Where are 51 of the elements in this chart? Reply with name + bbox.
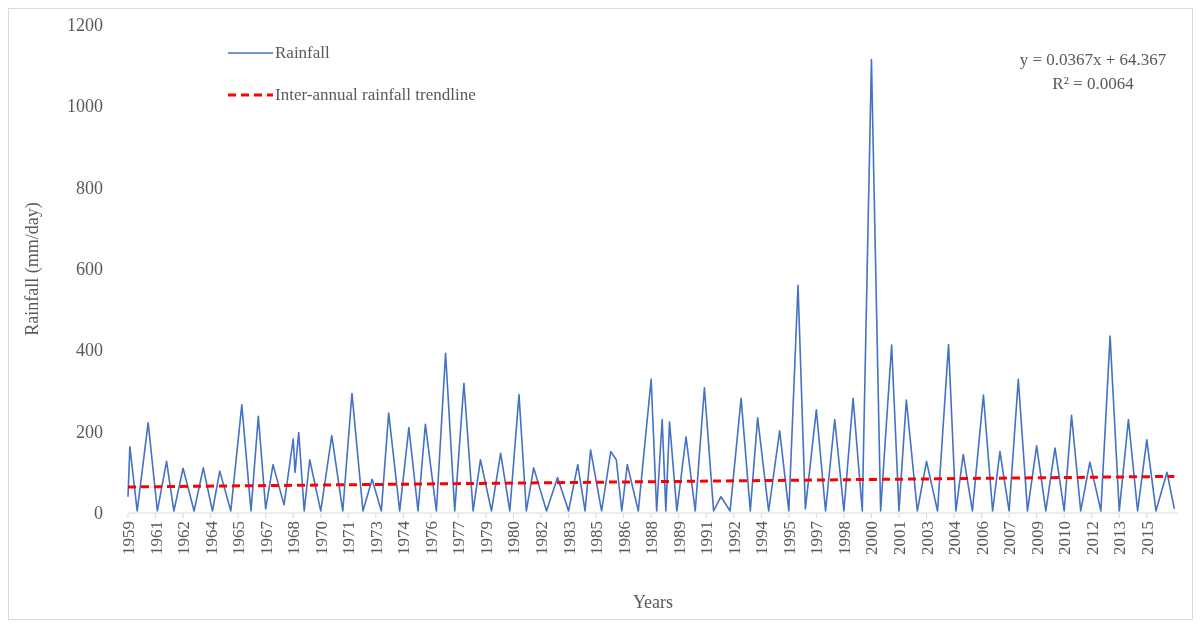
y-tick-label: 1200 — [67, 15, 103, 35]
y-tick-label: 400 — [76, 340, 103, 361]
y-tick-label: 600 — [76, 259, 103, 279]
x-tick-label: 1998 — [834, 521, 854, 555]
x-tick-label: 2000 — [862, 521, 882, 555]
x-tick-label: 2010 — [1055, 521, 1075, 555]
x-tick-label: 2009 — [1027, 521, 1047, 555]
legend-label: Rainfall — [275, 43, 331, 62]
x-tick-label: 1976 — [421, 521, 441, 555]
y-tick-label: 200 — [76, 421, 103, 442]
x-axis-title: Years — [632, 592, 674, 612]
x-tick-label: 1997 — [807, 520, 827, 555]
annotation: y = 0.0367x + 64.367 — [1019, 50, 1167, 69]
x-tick-label: 1985 — [587, 521, 607, 555]
x-tick-label: 1995 — [779, 521, 799, 555]
x-tick-label: 1970 — [311, 521, 331, 555]
x-tick-label: 1961 — [146, 521, 166, 555]
x-tick-label: 1959 — [119, 521, 138, 555]
x-tick-label: 2012 — [1082, 521, 1102, 555]
x-tick-label: 1979 — [476, 521, 496, 555]
x-tick-label: 1982 — [532, 521, 552, 555]
x-tick-label: 1986 — [614, 521, 634, 555]
y-tick-label: 1000 — [67, 96, 103, 117]
x-tick-label: 1994 — [752, 520, 772, 555]
x-tick-label: 1965 — [229, 521, 249, 555]
y-axis-title: Rainfall (mm/day) — [22, 202, 43, 336]
x-tick-label: 1967 — [256, 520, 276, 555]
x-tick-label: 1992 — [724, 521, 744, 555]
x-tick-label: 1988 — [642, 521, 662, 555]
x-tick-label: 1962 — [174, 521, 194, 555]
x-tick-label: 1983 — [559, 521, 579, 555]
x-tick-label: 2006 — [972, 521, 992, 555]
y-tick-label: 0 — [94, 503, 103, 523]
x-tick-label: 2013 — [1110, 521, 1130, 555]
x-tick-label: 2001 — [889, 521, 909, 555]
x-tick-label: 2004 — [945, 520, 965, 555]
x-tick-label: 1991 — [697, 521, 717, 555]
x-tick-label: 1977 — [449, 520, 469, 555]
x-tick-label: 1971 — [339, 521, 359, 555]
x-tick-label: 2003 — [917, 521, 937, 555]
x-tick-label: 2007 — [1000, 520, 1020, 555]
x-tick-label: 2015 — [1137, 521, 1157, 555]
x-tick-label: 1989 — [669, 521, 689, 555]
x-tick-label: 1968 — [284, 521, 304, 555]
x-tick-label: 1964 — [201, 520, 221, 555]
legend-label: Inter-annual rainfall trendline — [275, 85, 476, 104]
x-tick-label: 1974 — [394, 520, 414, 555]
annotation: R² = 0.0064 — [1052, 74, 1135, 93]
x-tick-label: 1973 — [366, 521, 386, 555]
y-tick-label: 800 — [76, 177, 103, 198]
x-tick-label: 1980 — [504, 521, 524, 555]
